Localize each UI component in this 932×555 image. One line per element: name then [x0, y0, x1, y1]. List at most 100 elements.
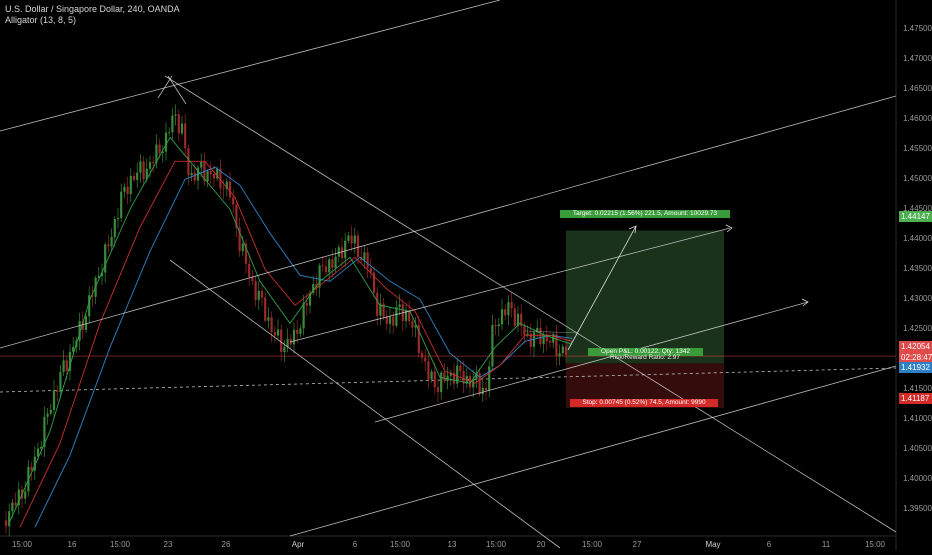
open-pnl-text: Open P&L: 0.00122, Qty: 1342 — [601, 348, 690, 355]
rising-channel-low — [374, 301, 809, 423]
stop-label-text: Stop: 0.00745 (0.52%) 74.5, Amount: 9990 — [582, 399, 706, 406]
open-pnl-label[interactable]: Open P&L: 0.00122, Qty: 1342 — [588, 348, 703, 356]
candle-body — [497, 324, 500, 327]
candle-body — [264, 297, 267, 321]
candle-body — [340, 247, 344, 259]
candle-body — [472, 379, 475, 388]
candle-body — [241, 243, 244, 252]
descending-channel-top — [164, 75, 897, 533]
candle-body — [4, 520, 8, 527]
chart-legend[interactable]: U.S. Dollar / Singapore Dollar, 240, OAN… — [5, 4, 180, 26]
time-tick-label: 15:00 — [11, 540, 33, 549]
candle-body — [446, 375, 449, 381]
candle-body — [116, 217, 120, 220]
candle-body — [500, 309, 504, 325]
candle-body — [462, 371, 465, 384]
candle-body — [222, 188, 225, 190]
candle-body — [408, 311, 411, 322]
candle-body — [430, 371, 433, 380]
projection-arrow-line — [567, 225, 637, 351]
candle-body — [481, 387, 484, 395]
price-tick-label: 1.47000 — [903, 54, 932, 64]
bar-countdown-tag: 02:28:47 — [899, 352, 932, 363]
candle-body — [59, 372, 62, 392]
candle-body — [296, 329, 299, 334]
candle-body — [555, 334, 558, 357]
candle-body — [318, 265, 321, 288]
candle-body — [395, 307, 398, 326]
candle-body — [14, 502, 17, 506]
channel-upper-top — [0, 0, 501, 132]
risk-reward-label: Risk/Reward Ratio: 2.97 — [600, 354, 690, 362]
time-tick-label: 26 — [221, 540, 231, 549]
dashed-reference-line — [0, 367, 897, 393]
price-tick-label: 1.44500 — [903, 204, 932, 214]
time-tick-label: May — [705, 540, 721, 549]
candle-body — [347, 235, 350, 241]
symbol-title[interactable]: U.S. Dollar / Singapore Dollar, 240, OAN… — [5, 4, 180, 14]
candle-body — [267, 317, 270, 321]
candle-body — [65, 360, 68, 371]
candle-body — [382, 303, 385, 317]
candle-body — [488, 366, 491, 391]
time-tick-label: 15:00 — [389, 540, 411, 549]
candle-body — [286, 338, 289, 348]
candle-body — [520, 313, 523, 327]
stop-label[interactable]: Stop: 0.00745 (0.52%) 74.5, Amount: 9990 — [570, 399, 718, 407]
target-label-text: Target: 0.02215 (1.56%) 221.5, Amount: 1… — [572, 210, 718, 217]
candle-body — [164, 132, 168, 152]
candle-body — [152, 162, 155, 164]
time-tick-label: 6 — [352, 540, 358, 549]
price-tick-label: 1.39500 — [903, 504, 932, 514]
price-tick-label: 1.47500 — [903, 24, 932, 34]
indicator-title[interactable]: Alligator (13, 8, 5) — [5, 15, 77, 25]
time-tick-label: 23 — [163, 540, 173, 549]
channel-arrowhead-mid — [725, 224, 733, 233]
candle-body — [174, 114, 177, 116]
projection-arrowhead — [628, 225, 637, 234]
price-tick-label: 1.41000 — [903, 414, 932, 424]
candle-body — [392, 316, 395, 326]
candle-body — [46, 413, 49, 417]
candle-body — [280, 329, 283, 353]
time-tick-label: 11 — [821, 540, 831, 549]
candle-body — [40, 446, 43, 449]
time-tick-label: 20 — [536, 540, 546, 549]
candle-body — [404, 311, 408, 321]
price-tick-label: 1.40000 — [903, 474, 932, 484]
candle-body — [484, 387, 488, 391]
candle-body — [142, 161, 145, 180]
candle-body — [564, 346, 568, 356]
price-tick-label: 1.40500 — [903, 444, 932, 454]
candle-body — [433, 371, 436, 388]
price-tick-label: 1.43000 — [903, 294, 932, 304]
candle-body — [177, 114, 180, 134]
candle-body — [561, 346, 564, 354]
target-label[interactable]: Target: 0.02215 (1.56%) 221.5, Amount: 1… — [560, 210, 730, 218]
candle-body — [424, 357, 427, 362]
candle-body — [449, 372, 452, 376]
candle-body — [17, 489, 20, 506]
candle-body — [8, 511, 11, 527]
price-tick-label: 1.46500 — [903, 84, 932, 94]
candle-body — [84, 316, 88, 330]
time-tick-label: 15:00 — [109, 540, 131, 549]
candle-body — [372, 272, 376, 293]
candle-body — [440, 372, 443, 393]
candle-body — [36, 448, 40, 457]
candle-body — [417, 325, 420, 354]
candle-body — [353, 235, 356, 244]
candle-body — [148, 162, 152, 169]
candle-body — [305, 302, 308, 306]
candle-body — [136, 172, 139, 180]
candle-body — [363, 252, 366, 261]
time-tick-label: 13 — [447, 540, 457, 549]
candle-body — [299, 328, 302, 334]
candle-body — [420, 353, 424, 358]
candle-body — [308, 293, 312, 306]
candle-body — [81, 321, 84, 330]
candle-body — [516, 313, 520, 326]
candle-body — [478, 372, 481, 395]
